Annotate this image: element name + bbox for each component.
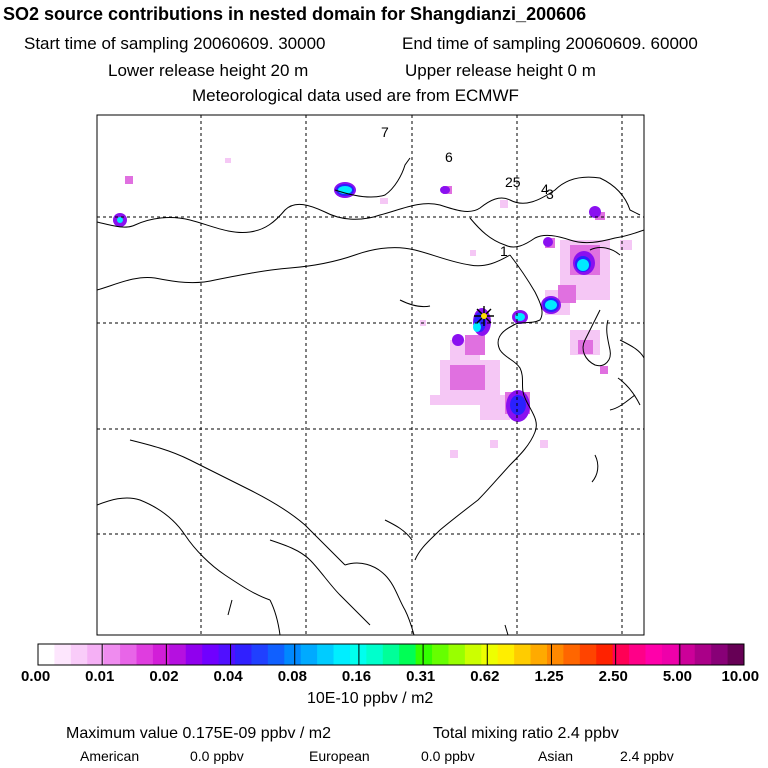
upper-release-height: Upper release height 0 m (405, 61, 596, 80)
colorbar-unit: 10E-10 ppbv / m2 (307, 690, 434, 707)
colorbar-swatch (382, 644, 400, 665)
colorbar-tick-label: 0.02 (149, 668, 179, 685)
colorbar-swatch (70, 644, 88, 665)
colorbar-tick-label: 0.01 (85, 668, 115, 685)
colorbar-swatch (579, 644, 597, 665)
colorbar-swatch (235, 644, 252, 665)
colorbar-swatch (103, 644, 121, 665)
colorbar-swatch (661, 644, 679, 665)
colorbar-swatch (645, 644, 663, 665)
american-label: American (80, 748, 140, 764)
colorbar-swatch (87, 644, 105, 665)
colorbar-swatch (497, 644, 515, 665)
colorbar-tick-label: 1.25 (534, 668, 564, 685)
colorbar-swatch (399, 644, 417, 665)
european-value: 0.0 ppbv (421, 748, 475, 764)
colorbar-swatch (464, 644, 482, 665)
lat-lon-grid (97, 115, 644, 635)
map-frame (96, 114, 645, 636)
lower-release-height: Lower release height 20 m (108, 61, 309, 80)
colorbar-swatch (629, 644, 646, 665)
receptor-star-icon (474, 306, 494, 326)
region-label: 7 (381, 124, 389, 140)
colorbar-tick-label: 0.16 (341, 668, 372, 685)
region-label: 6 (445, 149, 453, 165)
colorbar-swatch (251, 644, 269, 665)
colorbar-tick-label: 5.00 (662, 668, 693, 685)
end-time: End time of sampling 20060609. 60000 (402, 34, 698, 53)
colorbar-swatch (514, 644, 532, 665)
colorbar-swatch (38, 644, 55, 665)
colorbar-swatch (727, 644, 745, 665)
region-label: 1 (500, 243, 508, 259)
european-label: European (309, 748, 370, 764)
colorbar-tick-label: 10.00 (721, 668, 760, 685)
asian-label: Asian (538, 748, 574, 764)
map-title: SO2 source contributions in nested domai… (3, 4, 587, 24)
colorbar-swatch (448, 644, 466, 665)
met-data-source: Meteorological data used are from ECMWF (192, 86, 519, 105)
colorbar-swatch (415, 644, 433, 665)
region-label: 3 (546, 186, 554, 202)
colorbar-tick-label: 0.00 (21, 668, 51, 685)
colorbar-swatch (169, 644, 187, 665)
colorbar-tick-label: 0.31 (406, 668, 436, 685)
colorbar-swatch (366, 644, 384, 665)
colorbar-swatch (152, 644, 170, 665)
colorbar-swatch (612, 644, 630, 665)
colorbar-swatch (267, 644, 285, 665)
colorbar-swatch (481, 644, 499, 665)
colorbar-swatch (136, 644, 154, 665)
concentration-field (113, 158, 632, 458)
colorbar-tick-label: 2.50 (598, 668, 628, 685)
asian-value: 2.4 ppbv (620, 748, 674, 764)
coastlines (97, 157, 644, 635)
colorbar-swatch (333, 644, 351, 665)
colorbar-swatch (596, 644, 614, 665)
maximum-value: Maximum value 0.175E-09 ppbv / m2 (66, 725, 332, 742)
region-label: 25 (505, 174, 521, 190)
colorbar-swatch (711, 644, 729, 665)
colorbar-frame (37, 643, 745, 666)
colorbar-swatch (432, 644, 449, 665)
start-time: Start time of sampling 20060609. 30000 (24, 34, 326, 53)
colorbar-swatch (202, 644, 220, 665)
colorbar-swatch (546, 644, 564, 665)
region-label: 4 (541, 181, 549, 197)
colorbar-tick-label: 0.08 (277, 668, 307, 685)
colorbar-swatch (317, 644, 335, 665)
colorbar-swatch (694, 644, 712, 665)
colorbar-swatch (284, 644, 302, 665)
colorbar-swatch (218, 644, 236, 665)
colorbar-swatch (54, 644, 72, 665)
colorbar (37, 643, 745, 666)
colorbar-swatch (185, 644, 203, 665)
colorbar-swatch (678, 644, 696, 665)
colorbar-tick-label: 0.04 (213, 668, 243, 685)
colorbar-swatch (120, 644, 138, 665)
colorbar-tick-label: 0.62 (470, 668, 500, 685)
colorbar-swatch (300, 644, 318, 665)
colorbar-swatch (563, 644, 581, 665)
colorbar-swatch (530, 644, 548, 665)
total-mixing-ratio: Total mixing ratio 2.4 ppbv (433, 725, 619, 742)
american-value: 0.0 ppbv (190, 748, 244, 764)
